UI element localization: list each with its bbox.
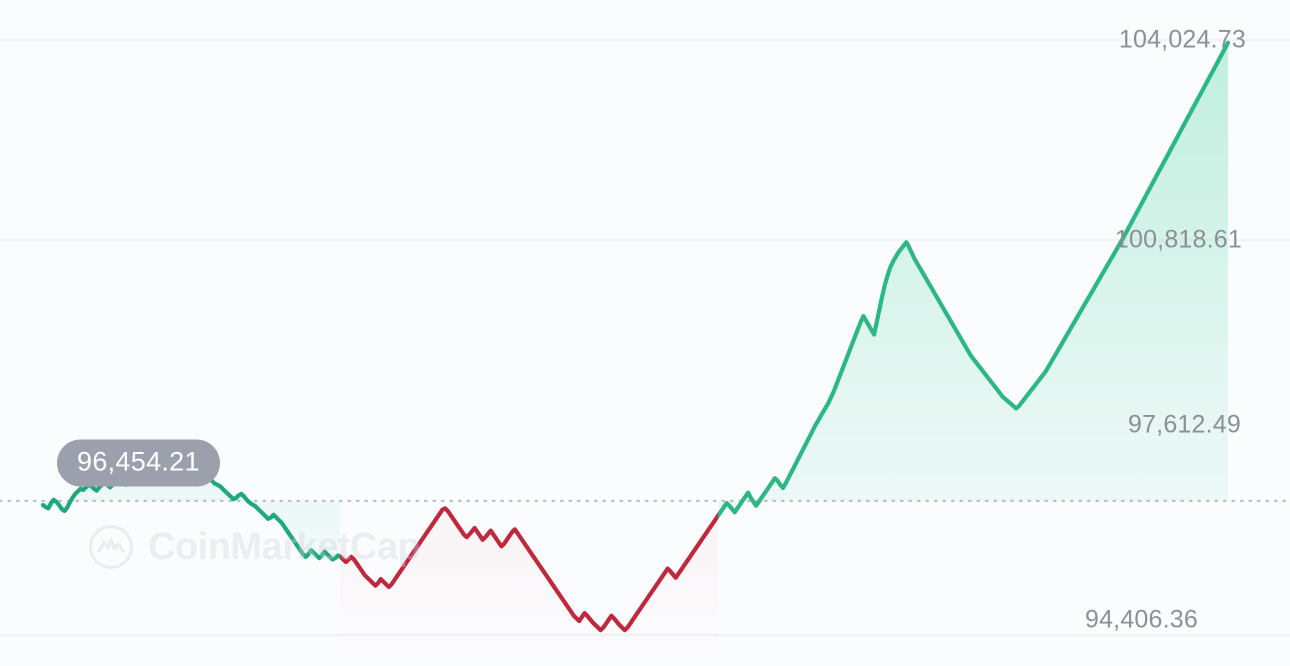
y-axis-label-2: 97,612.49 xyxy=(1127,410,1241,439)
price-line-down xyxy=(340,506,718,633)
price-line-up-right xyxy=(718,40,1231,520)
y-axis-label-0: 104,024.73 xyxy=(1118,25,1246,54)
current-price-badge: 96,454.21 xyxy=(57,439,220,487)
price-line-up-left xyxy=(40,466,340,562)
y-axis-label-1: 100,818.61 xyxy=(1114,225,1242,254)
area-fill-down xyxy=(340,508,718,666)
area-fill-up-right xyxy=(718,42,1228,516)
y-axis-label-3: 94,406.36 xyxy=(1084,605,1198,634)
area-fill-up-left xyxy=(43,469,340,560)
